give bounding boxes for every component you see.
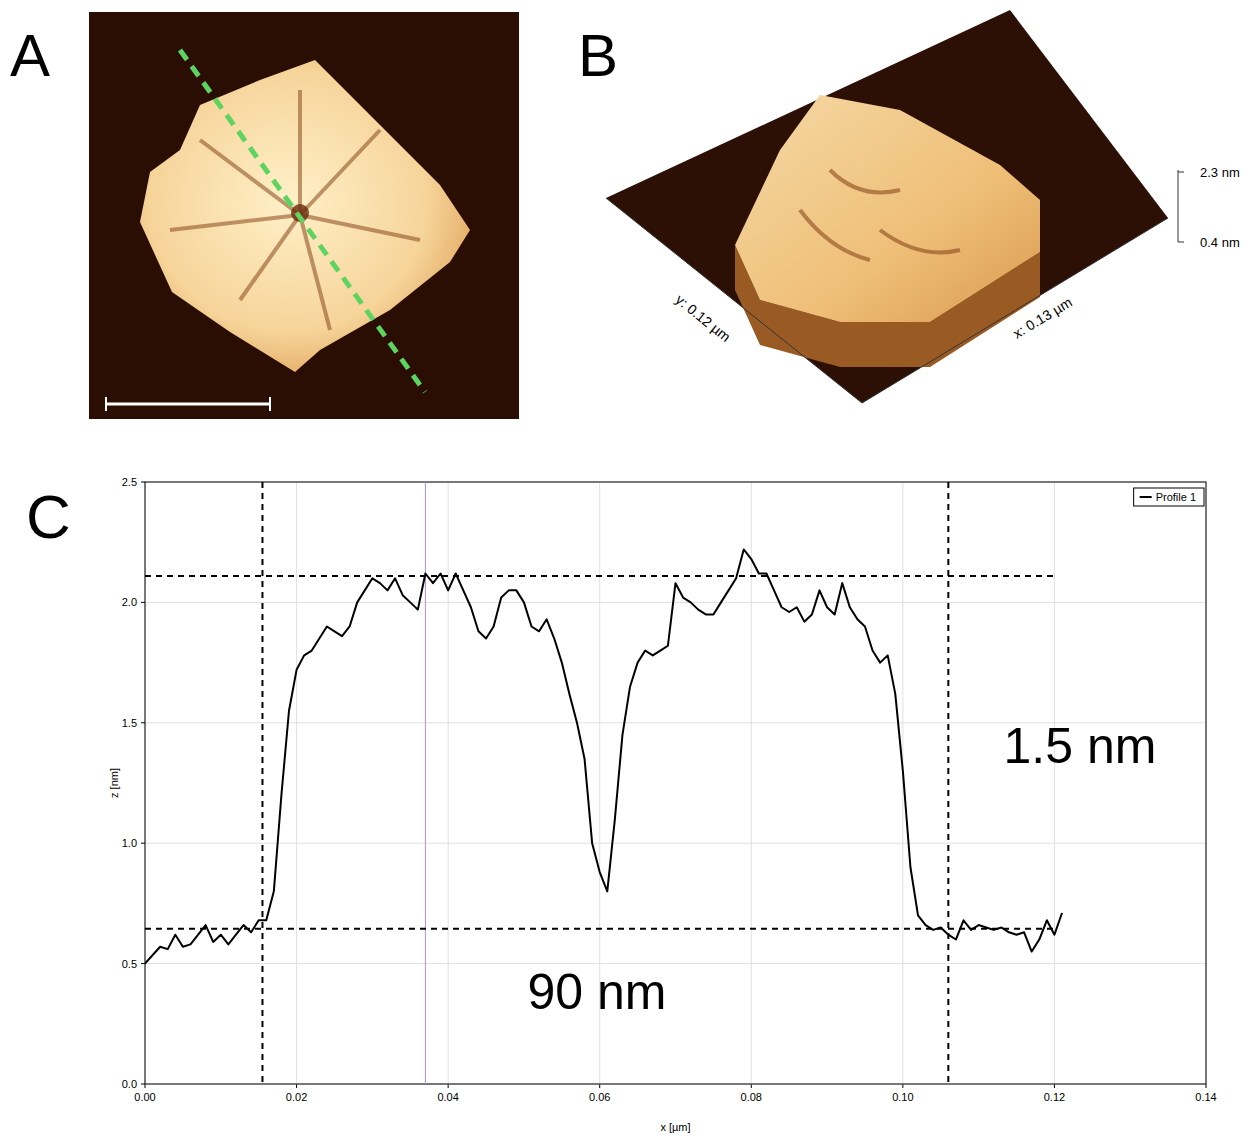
grid-line	[751, 482, 752, 1084]
axis-x	[862, 218, 1168, 403]
tick-label: 0.10	[892, 1091, 913, 1103]
tick-label: 0.00	[134, 1091, 155, 1103]
legend-swatch	[1140, 496, 1152, 498]
tick-label: 0.06	[589, 1091, 610, 1103]
domain-boundary	[300, 215, 330, 330]
guide-line	[261, 482, 263, 1084]
guide-line	[145, 928, 1054, 930]
tick	[141, 1084, 145, 1085]
cursor-line	[425, 482, 426, 1084]
guide-line	[145, 575, 1054, 577]
panel-letter: C	[26, 482, 71, 551]
axis-title: x [µm]	[660, 1121, 690, 1133]
annotation: 90 nm	[528, 964, 667, 1020]
tick-label: 0.02	[286, 1091, 307, 1103]
figure: AB2.3 nm0.4 nmy: 0.12 µmx: 0.13 µmC0.000…	[0, 0, 1254, 1138]
grid-line	[448, 482, 449, 1084]
tick-label: 0.0	[122, 1078, 137, 1090]
surface-base	[606, 10, 1168, 403]
grid-line	[145, 963, 1206, 964]
scale-bar-end	[105, 397, 107, 411]
grid-line	[1054, 482, 1055, 1084]
tick-label: 0.14	[1195, 1091, 1216, 1103]
domain-boundary	[240, 215, 300, 300]
tick	[141, 963, 145, 964]
tick	[1206, 1084, 1207, 1088]
tick	[141, 602, 145, 603]
island-feature	[800, 170, 960, 260]
tick-label: 2.5	[122, 476, 137, 488]
tick	[448, 1084, 449, 1088]
afm-image	[89, 12, 519, 419]
legend: Profile 1	[1134, 488, 1204, 506]
domain-boundary	[300, 130, 380, 215]
crystal	[140, 60, 470, 372]
axis-z-tick	[1178, 242, 1184, 243]
tick	[141, 482, 145, 483]
legend-box	[1134, 488, 1204, 506]
legend-label: Profile 1	[1156, 491, 1196, 503]
tick	[296, 1084, 297, 1088]
panel-letter: B	[578, 22, 618, 89]
guide-line	[947, 482, 949, 1084]
tick	[751, 1084, 752, 1088]
tick	[599, 1084, 600, 1088]
domain-boundary	[170, 215, 300, 230]
plot-frame	[145, 482, 1206, 1084]
plot-data	[145, 482, 1062, 1084]
axis-label: x: 0.13 µm	[1010, 294, 1075, 342]
tick	[145, 1084, 146, 1088]
domain-boundary	[298, 90, 302, 215]
domain-boundary	[300, 215, 420, 240]
axis-title: z [nm]	[108, 768, 120, 798]
axis-y	[606, 198, 862, 403]
profile-chart	[141, 482, 1206, 1088]
axis-label: 0.4 nm	[1200, 235, 1240, 250]
scale-bar-end	[269, 397, 271, 411]
afm-3d-view	[606, 10, 1184, 403]
grid-line	[145, 602, 1206, 603]
tick-label: 0.5	[122, 958, 137, 970]
tick	[902, 1084, 903, 1088]
scale-bar	[106, 403, 270, 406]
tick-label: 0.04	[437, 1091, 458, 1103]
island-top	[735, 95, 1040, 322]
tick	[141, 843, 145, 844]
tick-label: 1.5	[122, 717, 137, 729]
tick-label: 1.0	[122, 837, 137, 849]
profile-line	[145, 549, 1062, 963]
grid-line	[296, 482, 297, 1084]
axis-z	[1178, 170, 1179, 242]
axis-z-tick	[1178, 172, 1184, 173]
tick-label: 0.12	[1044, 1091, 1065, 1103]
tick-label: 0.08	[741, 1091, 762, 1103]
axis-label: y: 0.12 µm	[673, 291, 734, 345]
grid-line	[145, 843, 1206, 844]
tick	[141, 722, 145, 723]
profile-line	[180, 50, 425, 392]
tick	[1054, 1084, 1055, 1088]
axis-label: 2.3 nm	[1200, 165, 1240, 180]
annotation: 1.5 nm	[1004, 718, 1157, 774]
panel-letter: A	[10, 22, 50, 89]
tick-label: 2.0	[122, 596, 137, 608]
image-background	[89, 12, 519, 419]
